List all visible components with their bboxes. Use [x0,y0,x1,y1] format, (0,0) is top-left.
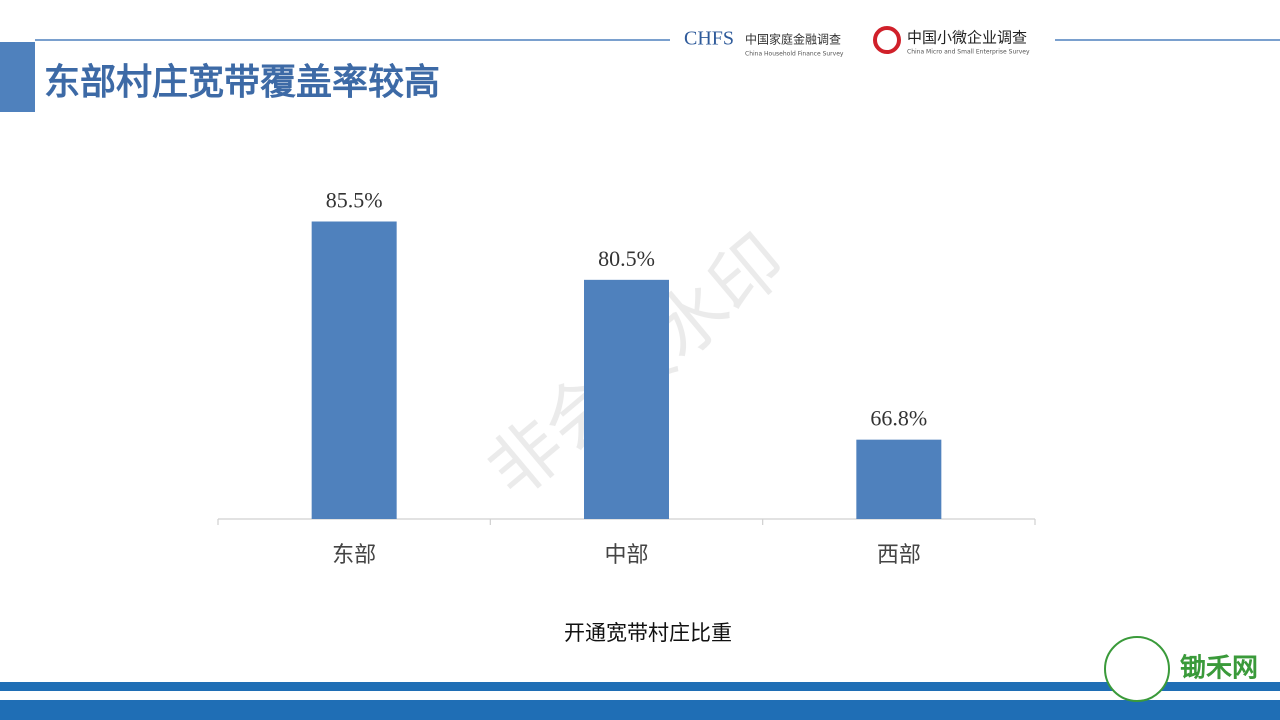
x-tick-label: 中部 [604,543,648,568]
logo-icon [873,26,901,54]
chart: 东部 85.5% 中部 80.5% 西部 66.8% 开通宽带村庄比重 [217,188,1036,645]
slide-title: 东部村庄宽带覆盖率较高 [44,61,440,103]
brand-name: 锄禾网 [1180,653,1258,684]
logo-name: 中国小微企业调查 [907,29,1027,47]
bar [856,439,942,519]
footer-stripe [0,682,1280,691]
title-marker [0,42,35,112]
bar [584,279,669,519]
data-label: 85.5% [326,188,383,213]
logo-abbr: CHFS [684,28,734,50]
x-tick-label: 东部 [332,543,376,568]
footer-stripe [0,700,1280,720]
bar [311,221,397,519]
logo-en: China Household Finance Survey [745,51,844,58]
logo-en: China Micro and Small Enterprise Survey [907,49,1030,56]
logo-name: 中国家庭金融调查 [745,32,841,47]
x-axis-label: 开通宽带村庄比重 [564,621,732,645]
data-label: 66.8% [870,406,927,431]
brand-logo [1104,636,1170,702]
x-tick-label: 西部 [877,543,921,568]
data-label: 80.5% [598,246,655,271]
